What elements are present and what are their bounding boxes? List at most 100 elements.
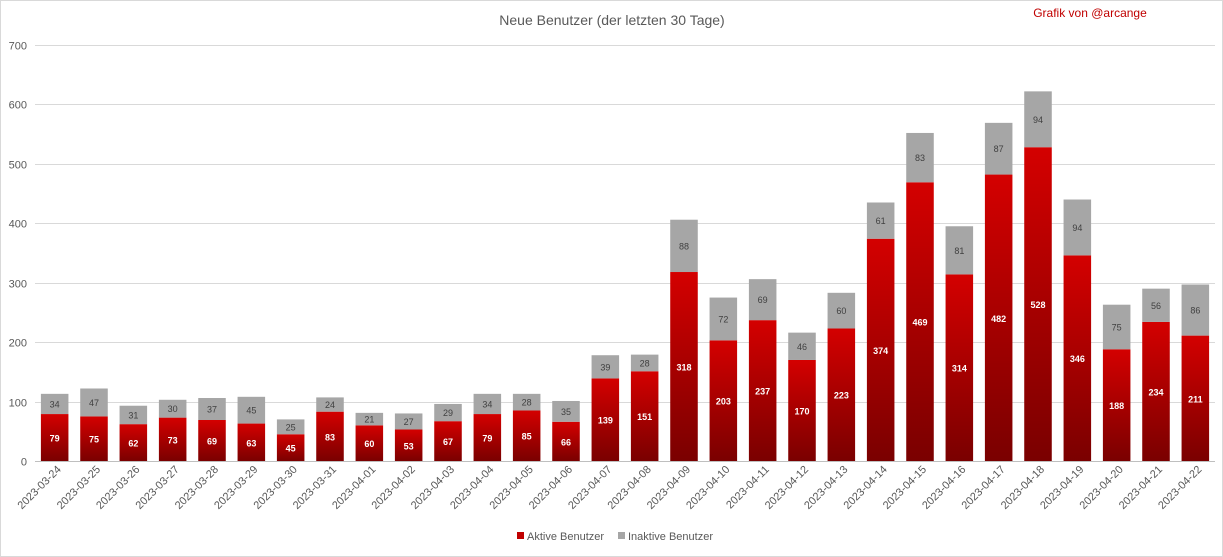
bar-aktive: [827, 328, 856, 461]
data-label-inaktive: 25: [286, 422, 296, 432]
bars: [40, 91, 1210, 461]
bar-aktive: [1142, 321, 1170, 461]
bar-inaktive: [276, 419, 305, 435]
data-label-aktive: 469: [912, 318, 927, 328]
y-axis-ticks: 0 100 200 300 400 500 600 700: [9, 41, 27, 469]
data-label-inaktive: 72: [718, 314, 728, 324]
data-label-inaktive: 61: [876, 216, 886, 226]
data-label-aktive: 374: [873, 346, 888, 356]
bar-inaktive: [1102, 304, 1131, 350]
data-label-inaktive: 28: [522, 398, 532, 408]
bar-inaktive: [788, 332, 816, 360]
data-label-inaktive: 34: [482, 399, 492, 409]
bar-inaktive: [119, 405, 148, 425]
bar-aktive: [1102, 349, 1131, 461]
bar-inaktive: [316, 397, 344, 412]
bar-aktive: [984, 174, 1013, 461]
bar-aktive: [512, 410, 541, 461]
y-tick-label: 200: [9, 338, 27, 350]
data-label-aktive: 203: [716, 397, 731, 407]
data-label-aktive: 139: [598, 416, 613, 426]
bar-inaktive: [1024, 91, 1052, 148]
data-label-aktive: 45: [286, 444, 296, 454]
data-label-aktive: 211: [1188, 394, 1203, 404]
data-label-inaktive: 81: [954, 246, 964, 256]
data-label-aktive: 528: [1030, 300, 1045, 310]
data-label-aktive: 85: [522, 432, 532, 442]
bar-aktive: [237, 423, 266, 461]
data-label-aktive: 482: [991, 314, 1006, 324]
data-label-aktive: 73: [168, 435, 178, 445]
bar-inaktive: [906, 132, 934, 183]
data-label-inaktive: 29: [443, 408, 453, 418]
bar-inaktive: [434, 403, 462, 422]
bar-inaktive: [945, 226, 974, 275]
data-label-aktive: 67: [443, 437, 453, 447]
y-tick-label: 600: [9, 100, 27, 112]
data-label-inaktive: 28: [640, 358, 650, 368]
data-label-inaktive: 86: [1190, 306, 1200, 316]
data-label-aktive: 69: [207, 436, 217, 446]
data-label-inaktive: 21: [364, 415, 374, 425]
legend-label-aktive: Aktive Benutzer: [527, 531, 604, 543]
data-label-aktive: 79: [482, 434, 492, 444]
data-label-inaktive: 31: [128, 410, 138, 420]
bar-aktive: [709, 340, 738, 461]
data-label-aktive: 223: [834, 391, 849, 401]
data-label-inaktive: 83: [915, 153, 925, 163]
data-label-inaktive: 27: [404, 417, 414, 427]
data-label-aktive: 318: [676, 363, 691, 373]
data-label-inaktive: 47: [89, 398, 99, 408]
bar-inaktive: [748, 279, 777, 321]
bar-aktive: [1063, 255, 1092, 461]
chart-title: Neue Benutzer (der letzten 30 Tage): [499, 12, 724, 28]
data-label-inaktive: 60: [836, 306, 846, 316]
bar-aktive: [866, 238, 895, 461]
bar-inaktive: [1142, 288, 1170, 322]
bar-aktive: [80, 416, 108, 461]
bar-inaktive: [40, 393, 69, 415]
bar-aktive: [906, 182, 934, 461]
bar-aktive: [591, 378, 620, 461]
data-label-inaktive: 24: [325, 400, 335, 410]
legend-label-inaktive: Inaktive Benutzer: [628, 531, 713, 543]
bar-inaktive: [709, 297, 738, 341]
bar-inaktive: [158, 399, 187, 418]
data-label-aktive: 75: [89, 435, 99, 445]
bar-aktive: [670, 272, 698, 461]
legend-swatch-aktive: [517, 532, 524, 539]
data-label-inaktive: 34: [50, 399, 60, 409]
data-label-aktive: 188: [1109, 401, 1124, 411]
bar-aktive: [40, 414, 69, 461]
data-label-inaktive: 94: [1033, 115, 1043, 125]
bar-aktive: [1024, 147, 1052, 461]
data-labels: 79 34 75 47 62 31 73 30 69 37 63 45 45 25 83 24 60 21 53 27…: [50, 115, 1203, 454]
bar-inaktive: [552, 400, 580, 422]
bar-aktive: [434, 421, 462, 461]
bar-inaktive: [984, 122, 1013, 175]
y-tick-label: 500: [9, 160, 27, 172]
data-label-aktive: 346: [1070, 354, 1085, 364]
data-label-inaktive: 87: [994, 144, 1004, 154]
data-label-inaktive: 37: [207, 405, 217, 415]
data-label-aktive: 170: [794, 406, 809, 416]
y-tick-label: 0: [21, 457, 27, 469]
data-label-inaktive: 69: [758, 295, 768, 305]
data-label-inaktive: 30: [168, 404, 178, 414]
bar-aktive: [630, 371, 659, 461]
data-label-aktive: 62: [128, 439, 138, 449]
bar-inaktive: [866, 202, 895, 239]
data-label-inaktive: 56: [1151, 301, 1161, 311]
y-tick-label: 700: [9, 41, 27, 53]
data-label-inaktive: 46: [797, 342, 807, 352]
data-label-inaktive: 45: [246, 406, 256, 416]
bar-aktive: [158, 417, 187, 461]
data-label-aktive: 79: [50, 434, 60, 444]
bar-aktive: [473, 414, 502, 461]
data-label-aktive: 60: [364, 439, 374, 449]
bar-inaktive: [630, 354, 659, 372]
data-label-aktive: 237: [755, 387, 770, 397]
